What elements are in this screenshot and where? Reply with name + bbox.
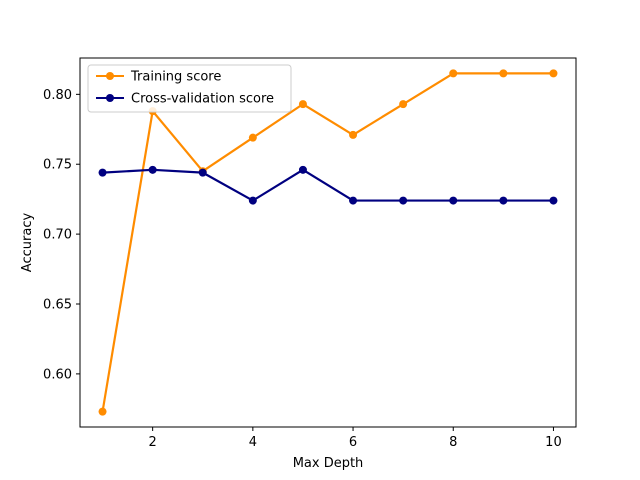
plot-frame: [79, 57, 577, 428]
x-axis-title: Max Depth: [293, 456, 364, 471]
legend-box: [87, 64, 292, 113]
legend-marker-cross-validation: [106, 94, 114, 102]
series-cross-validation: [98, 165, 558, 205]
data-point-training: [399, 100, 408, 109]
data-point-cross-validation: [349, 196, 358, 205]
y-tick-label: 0.80: [43, 88, 72, 103]
legend-label-training: Training score: [130, 70, 221, 85]
y-tick-label: 0.75: [43, 158, 72, 173]
y-tick-label: 0.60: [43, 367, 72, 382]
data-point-cross-validation: [248, 196, 257, 205]
series-line-training: [101, 72, 554, 412]
data-point-cross-validation: [198, 168, 207, 177]
legend-label-cross-validation: Cross-validation score: [131, 92, 274, 107]
data-point-training: [298, 100, 307, 109]
data-point-cross-validation: [399, 196, 408, 205]
legend-marker-training: [106, 72, 114, 80]
x-tick-label: 2: [149, 435, 157, 450]
y-axis-title: Accuracy: [20, 213, 35, 273]
data-point-training: [499, 69, 508, 78]
data-point-cross-validation: [499, 196, 508, 205]
x-tick-label: 4: [249, 435, 257, 450]
legend-entry-cross-validation: Cross-validation score: [96, 92, 274, 107]
data-point-training: [449, 69, 458, 78]
x-tick-label: 6: [349, 435, 357, 450]
data-point-cross-validation: [98, 168, 107, 177]
legend: Training score Cross-validation score: [87, 64, 292, 113]
data-point-training: [248, 133, 257, 142]
x-tick-label: 10: [545, 435, 562, 450]
legend-entry-training: Training score: [96, 70, 221, 85]
series-line-cross-validation: [102, 168, 554, 202]
data-point-training: [549, 69, 558, 78]
y-tick-label: 0.70: [43, 228, 72, 243]
x-tick-label: 8: [449, 435, 457, 450]
data-point-training: [98, 407, 107, 416]
series-layer: [98, 69, 558, 416]
x-axis-ticks: 2 4 6 8 10: [149, 427, 562, 450]
data-point-cross-validation: [148, 165, 157, 174]
data-point-training: [349, 130, 358, 139]
y-axis-ticks: 0.60 0.65 0.70 0.75 0.80: [43, 88, 80, 382]
data-point-cross-validation: [298, 165, 307, 174]
data-point-cross-validation: [549, 196, 558, 205]
data-point-cross-validation: [449, 196, 458, 205]
y-tick-label: 0.65: [43, 298, 72, 313]
